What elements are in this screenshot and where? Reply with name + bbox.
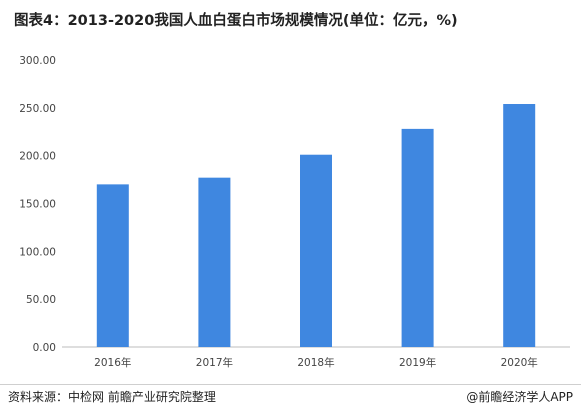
y-tick-label: 250.00 [19,103,56,115]
y-tick-label: 200.00 [19,151,56,163]
x-axis-ticks: 2016年 2017年 2018年 2019年 2020年 [94,356,538,369]
y-tick-label: 300.00 [19,55,56,67]
bar-2 [300,154,332,347]
y-tick-label: 0.00 [33,342,56,354]
bar-3 [401,128,434,347]
x-tick-label: 2020年 [501,356,538,369]
x-tick-label: 2019年 [399,356,436,369]
bar-1 [198,177,231,347]
bar-4 [503,104,536,347]
brand-credit: @前瞻经济学人APP [466,390,573,404]
y-tick-label: 150.00 [19,199,56,211]
x-tick-label: 2016年 [94,356,131,369]
bars [96,104,536,347]
x-tick-label: 2017年 [196,356,233,369]
y-axis-ticks: 0.00 50.00 100.00 150.00 200.00 250.00 300.00 [19,55,56,354]
y-tick-label: 50.00 [26,294,56,306]
bar-chart: 0.0050.00100.00150.00200.00250.00300.00 … [19,55,570,369]
source-note: 资料来源：中检网 前瞻产业研究院整理 [8,390,216,404]
bar-0 [96,184,129,347]
chart-title: 图表4：2013-2020我国人血白蛋白市场规模情况(单位：亿元，%) [14,13,458,29]
y-tick-label: 100.00 [19,246,56,258]
footer-divider [0,384,581,385]
x-tick-label: 2018年 [297,356,334,369]
